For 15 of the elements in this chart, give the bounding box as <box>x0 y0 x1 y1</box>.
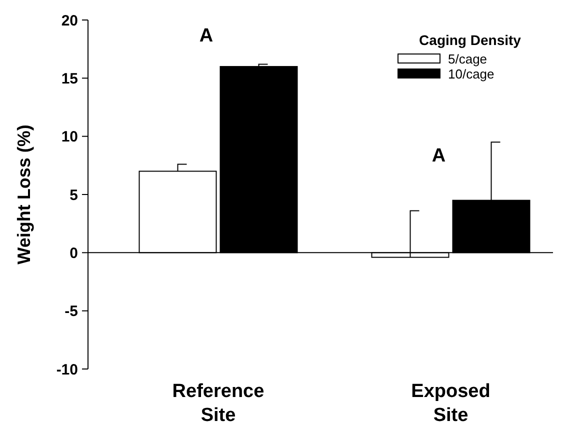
y-tick-label: -10 <box>56 361 78 378</box>
annotation: A <box>432 146 446 167</box>
x-tick-label: Exposed Site <box>411 381 490 426</box>
y-tick-label: 15 <box>61 70 78 88</box>
legend-label: 10/cage <box>448 66 494 82</box>
y-tick-label: -5 <box>64 303 78 320</box>
y-tick-label: 0 <box>70 244 78 262</box>
x-tick-label: Reference Site <box>172 381 264 426</box>
legend-title: Caging Density <box>419 32 522 48</box>
annotation: A <box>199 26 214 47</box>
legend-label: 5/cage <box>448 52 488 67</box>
y-tick-label: 10 <box>61 128 78 146</box>
y-axis-title: Weight Loss (%) <box>14 124 34 264</box>
y-tick-label: 5 <box>70 186 78 204</box>
y-tick-label: 20 <box>61 12 78 30</box>
